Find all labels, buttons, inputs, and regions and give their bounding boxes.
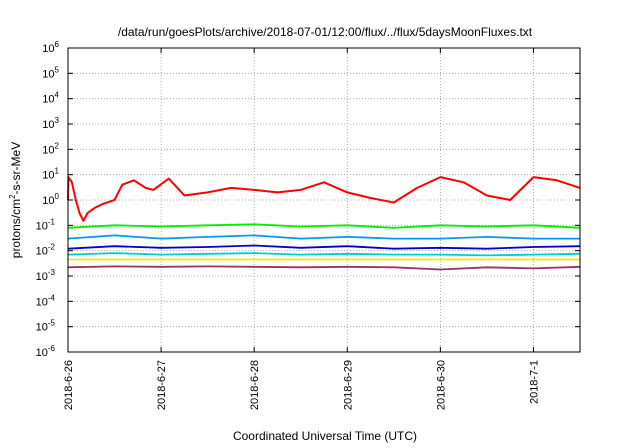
y-tick-label: 100: [42, 192, 59, 207]
y-tick-label: 101: [42, 167, 59, 182]
chart-title: /data/run/goesPlots/archive/2018-07-01/1…: [118, 25, 533, 39]
y-tick-label: 10-2: [36, 243, 56, 258]
y-tick-label: 102: [42, 141, 59, 156]
y-tick-label: 105: [42, 65, 59, 80]
x-tick-label: 2018-6-28: [249, 360, 261, 410]
grid-lines: [67, 48, 580, 352]
series-layer: [67, 176, 581, 271]
series-line-4: [67, 244, 581, 250]
y-tick-label: 106: [42, 40, 59, 55]
y-tick-label: 10-5: [36, 319, 56, 334]
y-tick-label: 10-4: [36, 293, 56, 308]
series-line-5: [67, 252, 581, 257]
x-axis-title: Coordinated Universal Time (UTC): [233, 429, 417, 443]
x-tick-label: 2018-6-27: [156, 360, 168, 410]
y-tick-label: 10-1: [36, 217, 56, 232]
x-tick-label: 2018-6-26: [63, 360, 75, 410]
series-line-7: [67, 265, 581, 271]
y-tick-label: 104: [42, 91, 59, 106]
y-ticks: 10-6 10-5 10-4 10-3 10-2 10-1 100 101 102 103 104 1…: [36, 40, 580, 359]
y-tick-label: 103: [42, 116, 59, 131]
y-tick-label: 10-6: [36, 344, 56, 359]
series-line-1: [67, 176, 581, 222]
x-ticks: 2018-6-26 2018-6-27 2018-6-28 2018-6-29 2018…: [63, 48, 540, 410]
y-tick-label: 10-3: [36, 268, 56, 283]
x-tick-label: 2018-6-29: [342, 360, 354, 410]
series-line-2: [67, 223, 581, 229]
y-axis-title: protons/cm2-s-sr-MeV: [8, 142, 23, 258]
x-tick-label: 2018-6-30: [435, 360, 447, 410]
x-tick-label: 2018-7-1: [528, 360, 540, 404]
series-line-3: [67, 234, 580, 240]
